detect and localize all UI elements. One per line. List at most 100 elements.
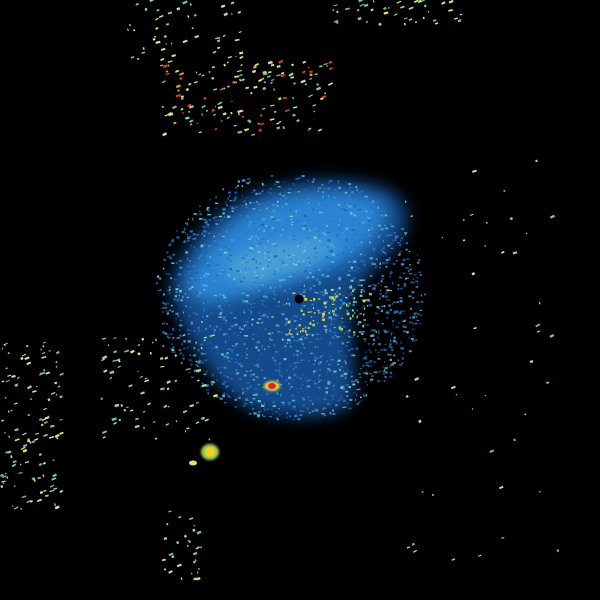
- speckle: [59, 489, 64, 493]
- speckle: [351, 228, 354, 231]
- speckle: [280, 393, 282, 397]
- speckle: [297, 418, 301, 421]
- speckle: [192, 261, 195, 263]
- speckle: [290, 293, 294, 297]
- speckle: [166, 523, 169, 526]
- speckle: [485, 221, 488, 224]
- speckle: [399, 276, 402, 279]
- speckle: [252, 409, 254, 411]
- speckle: [215, 243, 219, 246]
- speckle: [199, 210, 201, 213]
- speckle: [207, 392, 210, 395]
- speckle: [300, 294, 303, 296]
- speckle: [184, 430, 187, 433]
- speckle: [402, 272, 406, 275]
- speckle: [341, 317, 343, 319]
- speckle: [220, 227, 223, 229]
- speckle: [277, 186, 281, 188]
- speckle: [111, 417, 117, 422]
- speckle: [226, 385, 229, 388]
- speckle: [375, 201, 379, 203]
- speckle: [203, 235, 206, 237]
- speckle: [318, 361, 322, 364]
- speckle: [352, 213, 355, 215]
- speckle: [245, 203, 248, 206]
- speckle: [352, 383, 356, 386]
- speckle: [360, 321, 362, 323]
- speckle: [287, 298, 289, 300]
- speckle: [180, 362, 183, 364]
- speckle: [185, 87, 190, 92]
- speckle: [256, 267, 258, 270]
- speckle: [353, 260, 357, 263]
- speckle: [411, 291, 415, 294]
- speckle: [180, 107, 184, 111]
- speckle: [222, 208, 226, 211]
- speckle: [325, 256, 328, 259]
- speckle: [283, 304, 286, 306]
- speckle: [219, 312, 222, 315]
- speckle: [362, 305, 366, 307]
- speckle: [369, 351, 372, 354]
- speckle: [178, 298, 180, 300]
- speckle: [320, 226, 324, 229]
- speckle: [248, 180, 251, 184]
- speckle: [169, 256, 173, 260]
- speckle: [230, 357, 233, 360]
- speckle: [168, 310, 170, 312]
- speckle: [351, 309, 354, 312]
- speckle: [185, 222, 188, 224]
- speckle: [322, 407, 327, 409]
- speckle: [253, 283, 255, 285]
- speckle: [245, 86, 250, 90]
- speckle: [172, 351, 176, 353]
- speckle: [236, 343, 239, 345]
- speckle: [338, 293, 341, 295]
- speckle: [197, 349, 200, 352]
- speckle: [253, 85, 258, 89]
- speckle: [262, 218, 266, 221]
- cell-a: [264, 381, 280, 391]
- speckle: [236, 69, 242, 73]
- speckle: [368, 234, 372, 237]
- speckle: [240, 64, 243, 67]
- speckle: [328, 316, 332, 319]
- speckle: [266, 207, 268, 210]
- speckle: [374, 267, 377, 269]
- speckle: [353, 277, 356, 280]
- speckle: [135, 417, 139, 421]
- speckle: [307, 334, 310, 336]
- speckle: [272, 401, 275, 404]
- speckle: [289, 236, 292, 239]
- speckle: [201, 361, 204, 364]
- speckle: [57, 385, 61, 388]
- speckle: [213, 329, 217, 331]
- speckle: [179, 289, 182, 293]
- speckle: [382, 275, 385, 277]
- speckle: [279, 279, 283, 282]
- speckle: [310, 265, 312, 267]
- speckle: [501, 537, 505, 539]
- speckle: [213, 88, 218, 91]
- speckle: [44, 494, 49, 498]
- speckle: [137, 352, 141, 356]
- speckle: [267, 346, 270, 348]
- speckle: [278, 300, 280, 303]
- speckle: [215, 345, 218, 349]
- speckle: [301, 305, 304, 308]
- speckle: [203, 274, 206, 277]
- speckle: [310, 311, 313, 313]
- speckle: [178, 329, 181, 331]
- speckle: [317, 346, 319, 348]
- speckle: [343, 268, 345, 271]
- speckle: [297, 177, 301, 180]
- speckle: [400, 239, 402, 242]
- speckle: [294, 414, 298, 418]
- speckle: [309, 264, 311, 267]
- speckle: [323, 414, 326, 417]
- speckle: [420, 314, 423, 316]
- speckle: [257, 349, 260, 352]
- speckle: [348, 332, 350, 335]
- speckle: [141, 51, 146, 54]
- speckle: [202, 262, 206, 265]
